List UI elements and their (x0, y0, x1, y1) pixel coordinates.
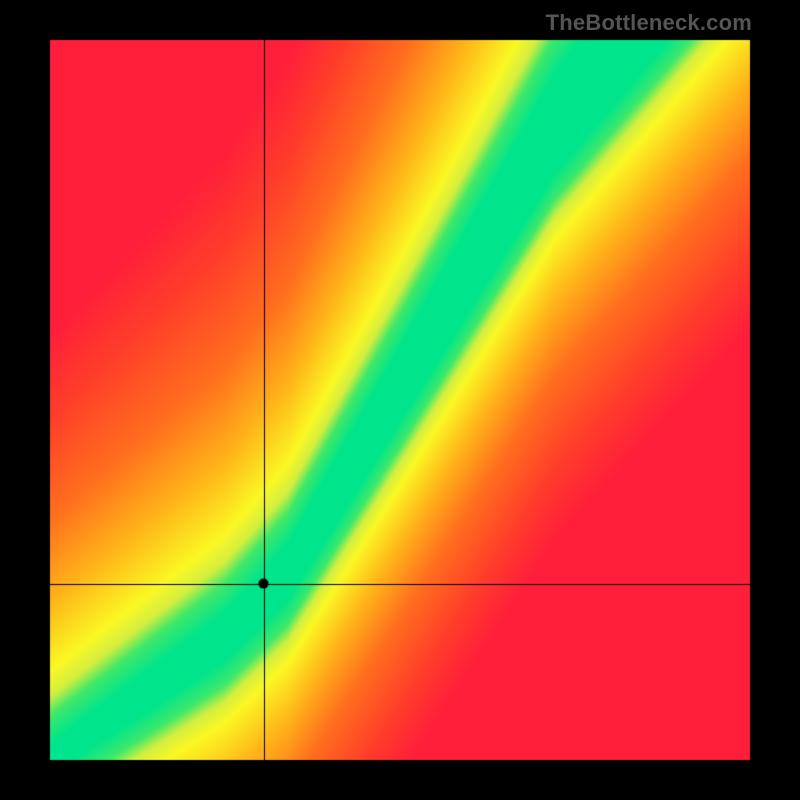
chart-container: TheBottleneck.com (0, 0, 800, 800)
bottleneck-heatmap-canvas (0, 0, 800, 800)
